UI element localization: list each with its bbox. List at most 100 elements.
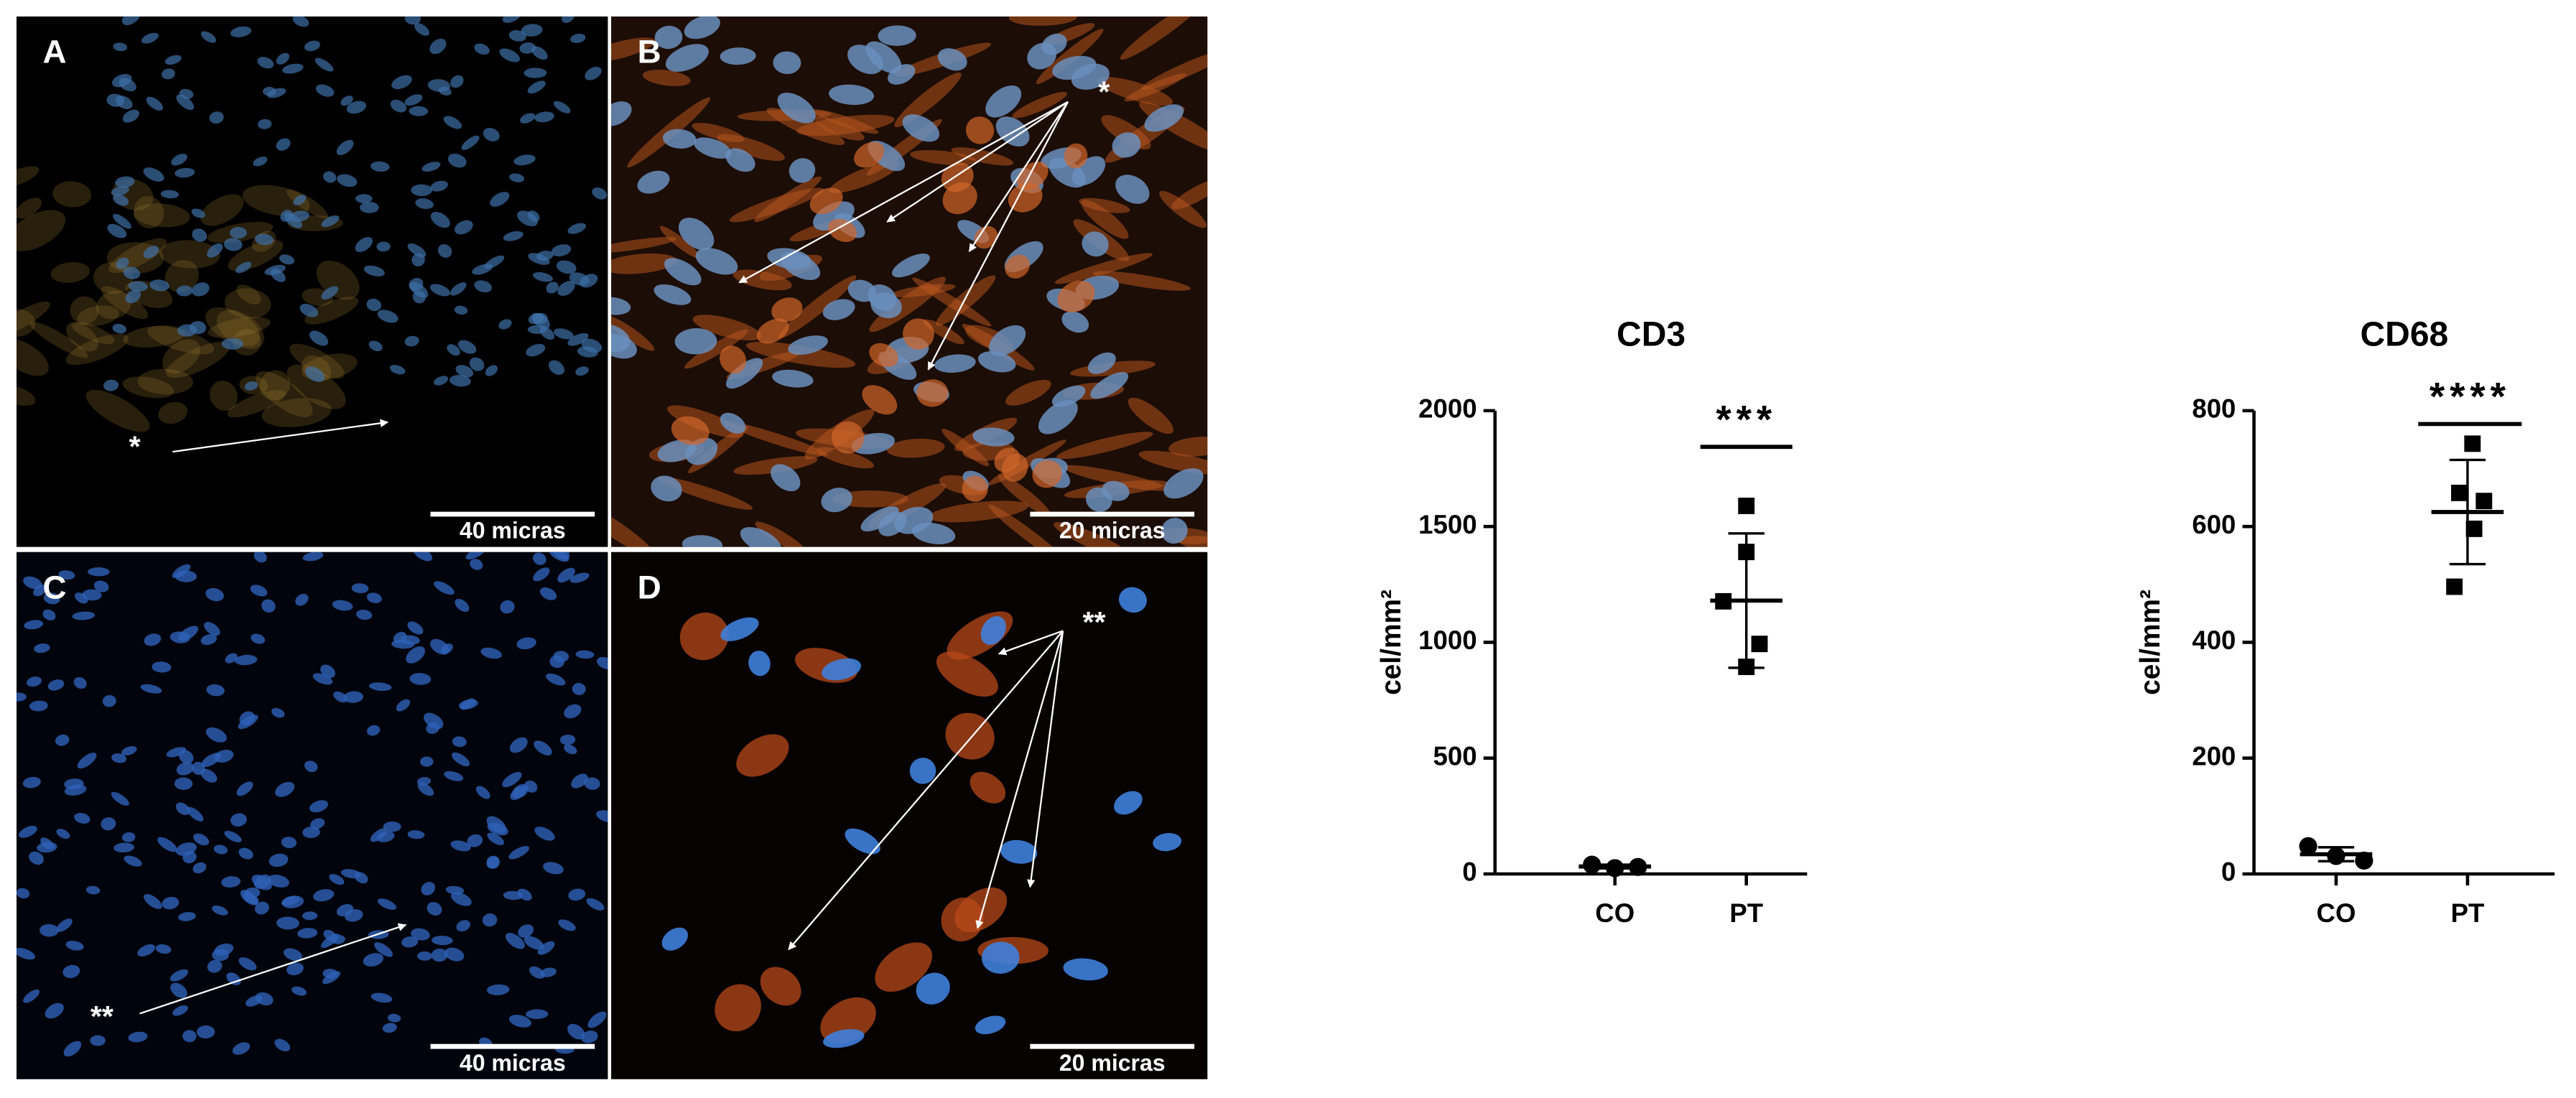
cell bbox=[322, 171, 337, 183]
cell bbox=[994, 447, 1020, 473]
cell bbox=[452, 736, 467, 748]
cell bbox=[832, 421, 865, 454]
cell bbox=[916, 972, 950, 1005]
cell bbox=[450, 75, 464, 88]
cell bbox=[39, 923, 59, 937]
cell bbox=[524, 68, 547, 78]
cell bbox=[162, 896, 180, 910]
cell bbox=[77, 753, 97, 769]
cell bbox=[508, 30, 526, 42]
cell bbox=[975, 1015, 1006, 1035]
cell bbox=[754, 176, 822, 223]
cell bbox=[332, 600, 353, 611]
cell bbox=[223, 238, 243, 251]
cell bbox=[116, 96, 133, 110]
cell bbox=[719, 345, 747, 374]
cell bbox=[447, 153, 467, 168]
cell bbox=[1051, 385, 1086, 407]
cell bbox=[941, 897, 984, 941]
cell bbox=[229, 227, 247, 239]
cell bbox=[73, 676, 87, 689]
cell bbox=[516, 637, 536, 650]
cell bbox=[228, 240, 284, 271]
cell bbox=[152, 661, 172, 673]
cell bbox=[96, 291, 131, 320]
cell bbox=[71, 322, 115, 345]
cell bbox=[865, 41, 902, 74]
cell bbox=[206, 684, 225, 697]
cell bbox=[951, 147, 1014, 166]
cell bbox=[16, 947, 35, 960]
cell bbox=[169, 969, 189, 982]
cell bbox=[50, 262, 90, 283]
cell bbox=[137, 368, 193, 395]
cell bbox=[503, 231, 524, 241]
cell bbox=[376, 241, 391, 252]
cell bbox=[430, 212, 450, 228]
cell bbox=[146, 96, 163, 111]
cell bbox=[22, 776, 41, 788]
cell bbox=[551, 244, 572, 257]
cell bbox=[125, 289, 141, 304]
cell bbox=[230, 26, 252, 37]
data-point bbox=[2475, 493, 2493, 510]
cell bbox=[172, 564, 191, 579]
cell bbox=[230, 813, 247, 827]
cell bbox=[596, 656, 608, 670]
cell bbox=[567, 223, 587, 234]
cell bbox=[287, 364, 346, 409]
cell bbox=[767, 248, 812, 270]
cell bbox=[756, 318, 789, 344]
panel-label: C bbox=[43, 569, 67, 605]
cell bbox=[192, 228, 208, 242]
cell bbox=[498, 319, 512, 330]
cell bbox=[322, 969, 338, 979]
cell bbox=[1008, 182, 1043, 213]
cell bbox=[302, 911, 318, 921]
cell bbox=[454, 220, 473, 235]
cell bbox=[725, 421, 828, 457]
cell bbox=[313, 889, 335, 902]
cell bbox=[521, 24, 543, 37]
cell bbox=[611, 101, 632, 126]
cell bbox=[366, 725, 381, 736]
cell bbox=[390, 99, 406, 113]
cell bbox=[487, 822, 508, 836]
y-tick-label: 2000 bbox=[1418, 394, 1477, 424]
cell bbox=[88, 567, 110, 577]
cell bbox=[270, 268, 286, 282]
cell bbox=[567, 332, 589, 346]
cell bbox=[892, 253, 930, 278]
cell bbox=[16, 385, 36, 406]
arrow bbox=[886, 101, 1069, 223]
cell bbox=[965, 116, 995, 144]
cell bbox=[564, 704, 582, 719]
cell bbox=[534, 740, 552, 755]
cell bbox=[236, 261, 252, 274]
cell bbox=[225, 653, 238, 664]
cell bbox=[377, 310, 399, 323]
cell bbox=[74, 592, 88, 604]
cell bbox=[304, 366, 325, 382]
cell bbox=[470, 559, 483, 570]
cell bbox=[391, 639, 414, 649]
cell bbox=[56, 918, 73, 932]
cell bbox=[486, 984, 510, 995]
cell bbox=[159, 240, 220, 269]
cell bbox=[1168, 437, 1208, 457]
cell bbox=[275, 781, 295, 797]
cell bbox=[1056, 432, 1153, 460]
cell bbox=[936, 651, 998, 697]
cell bbox=[431, 948, 448, 962]
significance-label: *** bbox=[1716, 396, 1777, 441]
cell bbox=[679, 613, 729, 661]
cell bbox=[725, 358, 763, 389]
cell bbox=[355, 237, 373, 253]
cell bbox=[422, 162, 441, 172]
cell bbox=[363, 265, 385, 276]
cell bbox=[23, 989, 39, 1003]
cell bbox=[16, 692, 27, 702]
cell bbox=[267, 874, 289, 888]
cell bbox=[557, 567, 575, 583]
cell bbox=[989, 325, 1026, 356]
